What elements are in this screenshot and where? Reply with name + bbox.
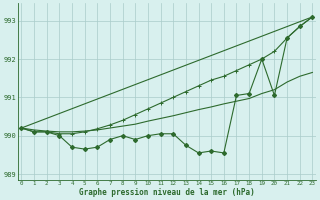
X-axis label: Graphe pression niveau de la mer (hPa): Graphe pression niveau de la mer (hPa) xyxy=(79,188,255,197)
